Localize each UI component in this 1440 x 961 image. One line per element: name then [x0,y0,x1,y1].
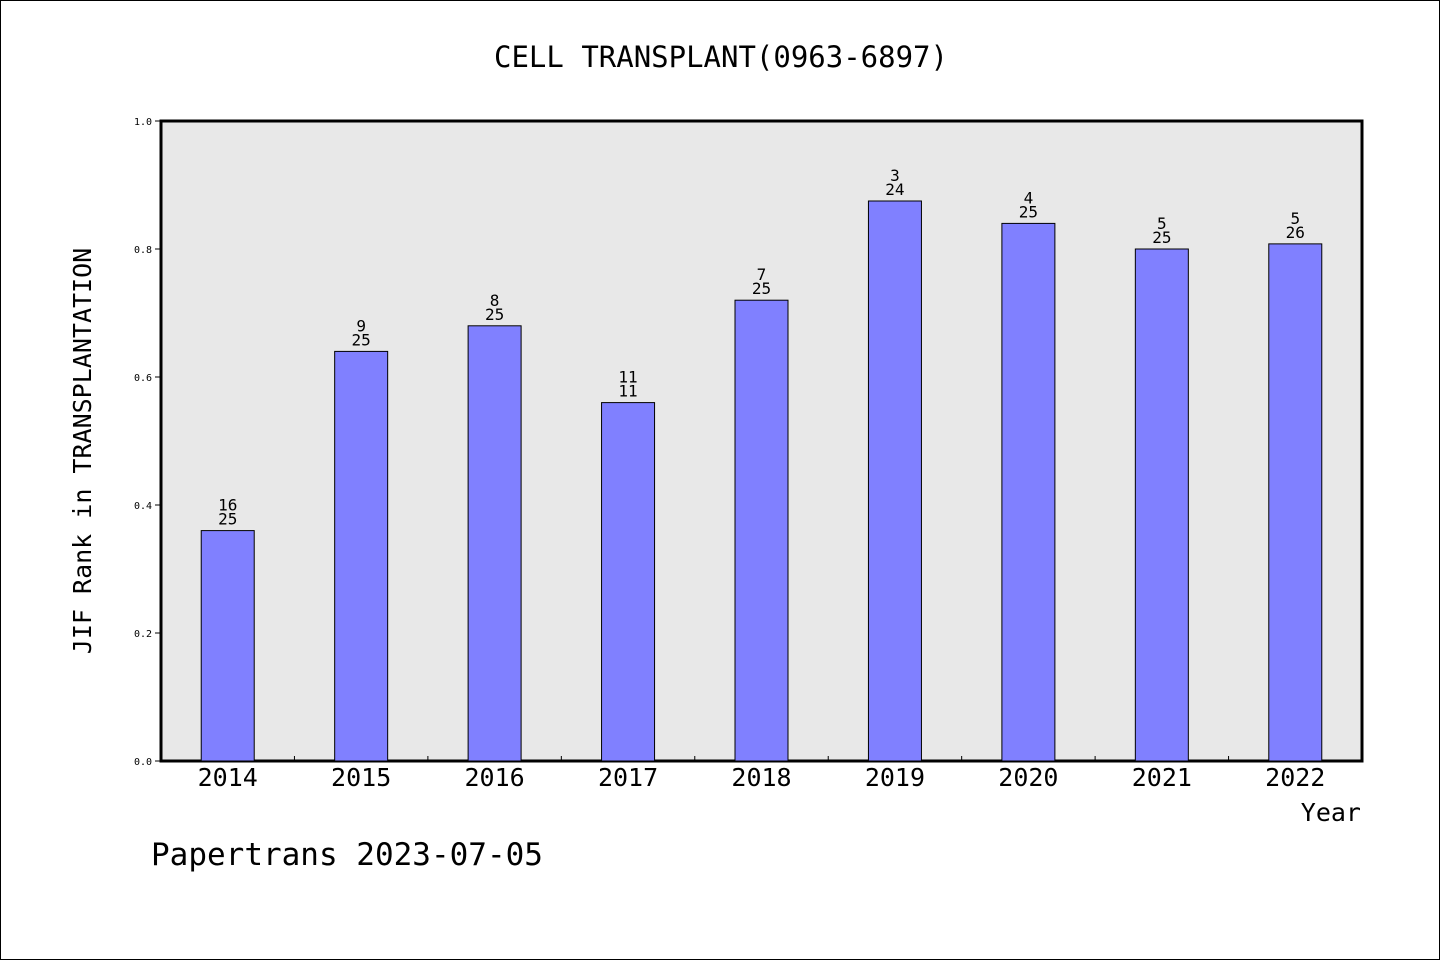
y-tick-label: 0.6 [134,373,152,384]
y-tick-label: 1.0 [134,117,152,128]
bar-label-rank: 4 [1024,188,1034,207]
bar-label-total: 25 [352,330,371,349]
bar-label-rank: 5 [1157,214,1167,233]
bar-label-rank: 7 [757,265,767,284]
bar [867,200,922,762]
x-tick-label: 2015 [331,763,391,792]
bar-label-total: 26 [1286,223,1305,242]
x-tick-label: 2019 [865,763,925,792]
footer-text: Papertrans 2023-07-05 [151,837,543,873]
x-tick-label: 2022 [1265,763,1325,792]
x-tick-label: 2017 [598,763,658,792]
bar-label-total: 25 [485,305,504,324]
chart-title: CELL TRANSPLANT(0963-6897) [494,40,948,74]
bar [734,299,789,762]
bar [1268,243,1323,762]
x-tick-label: 2016 [465,763,525,792]
bar-label-total: 25 [752,279,771,298]
bar-label-total: 11 [618,382,637,401]
y-tick-label: 0.8 [134,245,152,256]
bar [1001,222,1056,762]
x-tick-label: 2020 [998,763,1058,792]
bar-label-total: 25 [1152,228,1171,247]
bar-label-total: 24 [885,180,904,199]
bar-label-rank: 16 [218,496,237,515]
y-axis-label: JIF Rank in TRANSPLANTATION [68,248,97,654]
bar-label-rank: 3 [890,166,900,185]
bar [200,530,255,762]
bar [334,350,389,762]
y-tick-label: 0.2 [134,629,152,640]
x-axis: 2014 2015 2016 2017 2018 2019 2020 2021 2022 [198,756,1325,792]
x-tick-label: 2021 [1132,763,1192,792]
bar [601,402,656,762]
x-tick-label: 2014 [198,763,258,792]
bars [200,200,1323,762]
bar-label-rank: 8 [490,291,500,310]
bar [467,325,522,762]
y-tick-label: 0.4 [134,501,152,512]
bar-label-rank: 11 [618,368,637,387]
bar-label-rank: 5 [1290,209,1300,228]
bar [1134,248,1189,762]
bar-label-rank: 9 [356,316,366,335]
x-axis-label: Year [1301,798,1361,827]
bar-label-total: 25 [1019,202,1038,221]
y-tick-label: 0.0 [134,757,152,768]
y-axis: 0.0 0.2 0.4 0.6 0.8 1.0 [134,117,161,768]
x-tick-label: 2018 [731,763,791,792]
bar-label-total: 25 [218,510,237,529]
